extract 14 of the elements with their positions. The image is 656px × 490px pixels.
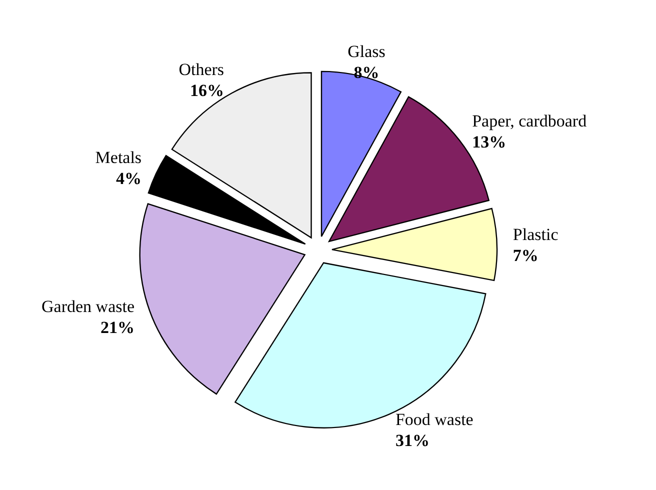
slice-label: Glass [348, 42, 386, 62]
data-label: 16% [190, 81, 224, 100]
data-label: 7% [512, 246, 538, 265]
data-label: 4% [116, 168, 142, 188]
data-label: 8% [354, 63, 380, 82]
data-label: 13% [472, 132, 506, 152]
slice-label: Garden waste [42, 297, 135, 316]
data-label: 21% [100, 318, 135, 338]
data-label: 31% [395, 430, 430, 450]
slice-label: Paper, cardboard [472, 111, 588, 130]
slice-label: Metals [95, 148, 142, 167]
slice-label: Others [178, 60, 224, 80]
slice-label: Food waste [395, 410, 474, 429]
slice-label: Plastic [512, 224, 559, 244]
